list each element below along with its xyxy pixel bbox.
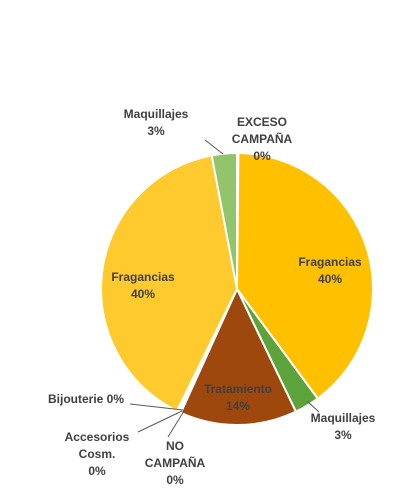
- data-label-8: Maquillajes 3%: [124, 107, 189, 138]
- leader-line-8: [204, 139, 224, 155]
- data-label-5: Accesorios Cosm. 0%: [65, 430, 130, 478]
- data-label-0: EXCESO CAMPAÑA 0%: [232, 115, 293, 163]
- leader-line-6: [129, 403, 184, 411]
- data-label-6: Bijouterie 0%: [48, 392, 124, 406]
- pie-slice-1: [236, 152, 374, 400]
- leader-line-2: [306, 400, 320, 413]
- data-label-1: Fragancias 40%: [298, 255, 362, 286]
- data-label-2: Maquillajes 3%: [311, 411, 376, 442]
- data-label-7: Fragancias 40%: [111, 270, 175, 301]
- data-label-4: NO CAMPAÑA 0%: [145, 439, 206, 487]
- leader-line-4: [167, 410, 185, 438]
- pie-slice-7: [100, 154, 238, 412]
- leader-line-5: [137, 410, 183, 433]
- pie-slice-3: [179, 288, 297, 426]
- data-label-3: Tratamiento 14%: [204, 382, 272, 413]
- pie-slice-8: [210, 152, 238, 290]
